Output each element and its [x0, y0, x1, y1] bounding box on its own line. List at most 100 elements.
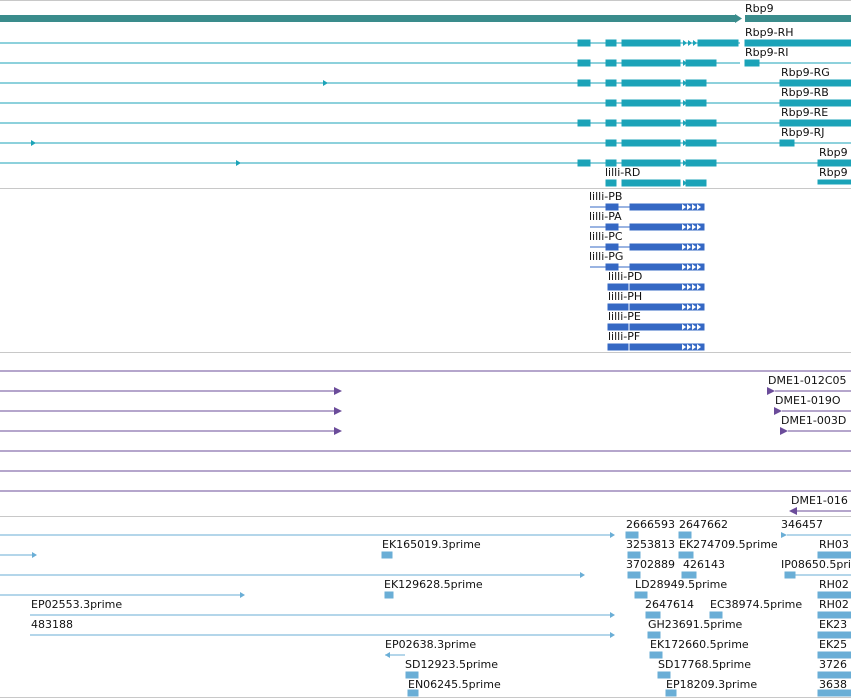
transcript-label[interactable]: Rbp9-RE [781, 106, 829, 119]
est-glyph[interactable] [405, 671, 851, 679]
cdna-glyph[interactable] [0, 387, 851, 395]
est-label[interactable]: SD17768.5prime [658, 658, 751, 671]
est-label[interactable]: 2647614 [645, 598, 694, 611]
est-label[interactable]: 3253813 [626, 538, 675, 551]
gene-glyph[interactable] [0, 15, 735, 22]
est-label[interactable]: LD28949.5prime [635, 578, 728, 591]
exon-arrow-mark [683, 120, 687, 126]
cdna-glyph[interactable] [789, 507, 851, 515]
est-label[interactable]: IP08650.5prime [781, 558, 851, 571]
exon-arrow-mark [693, 40, 697, 46]
est-label[interactable]: EK172660.5prime [650, 638, 749, 651]
est-label[interactable]: EP02553.3prime [31, 598, 123, 611]
transcript-label[interactable]: Rbp9-RB [781, 86, 829, 99]
transcript-label[interactable]: Rbp9 [819, 146, 848, 159]
protein-label[interactable]: lilli-PB [589, 190, 623, 203]
cdna-glyph[interactable] [0, 427, 851, 435]
est-glyph[interactable] [385, 651, 851, 659]
exon-arrow-mark [683, 160, 687, 166]
transcript-label[interactable]: Rbp9-RH [745, 26, 794, 39]
est-label[interactable]: RH02 [819, 598, 849, 611]
est-label[interactable]: EK129628.5prime [384, 578, 483, 591]
cdna-glyph[interactable] [0, 407, 851, 415]
est-glyph[interactable] [407, 689, 851, 697]
protein-label[interactable]: lilli-PA [589, 210, 622, 223]
est-label[interactable]: EN06245.5prime [408, 678, 501, 691]
cdna-label[interactable]: DME1-003D [781, 414, 847, 427]
transcript-glyph[interactable] [0, 119, 851, 127]
transcript-label[interactable]: Rbp9-RJ [781, 126, 825, 139]
cdna-label[interactable]: DME1-019O [775, 394, 841, 407]
est-label[interactable]: 3638 [819, 678, 847, 691]
protein-label[interactable]: lilli-PC [589, 230, 623, 243]
protein-arrow-mark [697, 284, 701, 290]
protein-arrow-mark [687, 284, 691, 290]
transcript-label[interactable]: lilli-RD [605, 166, 641, 179]
gene-glyph[interactable] [745, 15, 851, 22]
est-label[interactable]: EP02638.3prime [385, 638, 477, 651]
est-label[interactable]: 3702889 [626, 558, 675, 571]
protein-arrow-mark [682, 344, 686, 350]
protein-arrow-mark [697, 224, 701, 230]
track-separator [0, 516, 851, 517]
protein-label[interactable]: lilli-PF [608, 330, 641, 343]
protein-arrow-mark [697, 244, 701, 250]
transcript-glyph[interactable] [0, 79, 851, 87]
transcript-glyph[interactable] [0, 99, 851, 107]
est-label[interactable]: 426143 [683, 558, 725, 571]
est-label[interactable]: EP18209.3prime [666, 678, 758, 691]
protein-arrow-mark [682, 304, 686, 310]
protein-label[interactable]: lilli-PD [608, 270, 643, 283]
exon-arrow-mark [688, 160, 692, 166]
track-separator [0, 697, 851, 698]
est-label[interactable]: 346457 [781, 518, 823, 531]
est-label[interactable]: EK165019.3prime [382, 538, 481, 551]
protein-arrow-mark [682, 324, 686, 330]
transcript-label[interactable]: Rbp9-RI [745, 46, 789, 59]
exon-arrow-mark [688, 60, 692, 66]
est-label[interactable]: RH02 [819, 578, 849, 591]
gene-track [0, 14, 851, 23]
est-label[interactable]: 483188 [31, 618, 73, 631]
est-label[interactable]: EK25 [819, 638, 848, 651]
est-label[interactable]: RH03 [819, 538, 849, 551]
cdna-track [0, 370, 851, 515]
protein-arrow-mark [682, 264, 686, 270]
track-separator [0, 352, 851, 353]
est-glyph[interactable] [0, 591, 851, 599]
protein-arrow-mark [687, 324, 691, 330]
protein-arrow-mark [692, 244, 696, 250]
transcript-label[interactable]: Rbp9 [819, 166, 848, 179]
transcript-label[interactable]: Rbp9-RG [781, 66, 830, 79]
est-label[interactable]: EK23 [819, 618, 848, 631]
est-label[interactable]: EK274709.5prime [679, 538, 778, 551]
est-label[interactable]: 2647662 [679, 518, 728, 531]
exon-arrow-mark [693, 180, 697, 186]
protein-label[interactable]: lilli-PH [608, 290, 643, 303]
cdna-label[interactable]: DME1-012C05 [768, 374, 847, 387]
est-label[interactable]: 2666593 [626, 518, 675, 531]
est-glyph[interactable] [30, 631, 851, 639]
transcript-glyph[interactable] [0, 159, 851, 167]
protein-label[interactable]: lilli-PE [608, 310, 641, 323]
protein-label[interactable]: lilli-PG [589, 250, 624, 263]
gene-label[interactable]: Rbp9 [745, 2, 774, 15]
cdna-label[interactable]: DME1-016 [791, 494, 848, 507]
transcript-glyph[interactable] [605, 179, 851, 187]
est-glyph[interactable] [0, 551, 851, 559]
transcript-glyph[interactable] [0, 139, 851, 147]
transcript-glyph[interactable] [0, 39, 851, 47]
est-glyph[interactable] [0, 571, 851, 579]
est-glyph[interactable] [30, 611, 851, 619]
exon-arrow-mark [688, 120, 692, 126]
est-label[interactable]: GH23691.5prime [648, 618, 743, 631]
est-glyph[interactable] [0, 531, 851, 539]
protein-arrow-mark [697, 304, 701, 310]
transcript-glyph[interactable] [0, 59, 851, 67]
est-label[interactable]: 3726 [819, 658, 847, 671]
est-label[interactable]: EC38974.5prime [710, 598, 803, 611]
protein-arrow-mark [687, 304, 691, 310]
est-label[interactable]: SD12923.5prime [405, 658, 498, 671]
